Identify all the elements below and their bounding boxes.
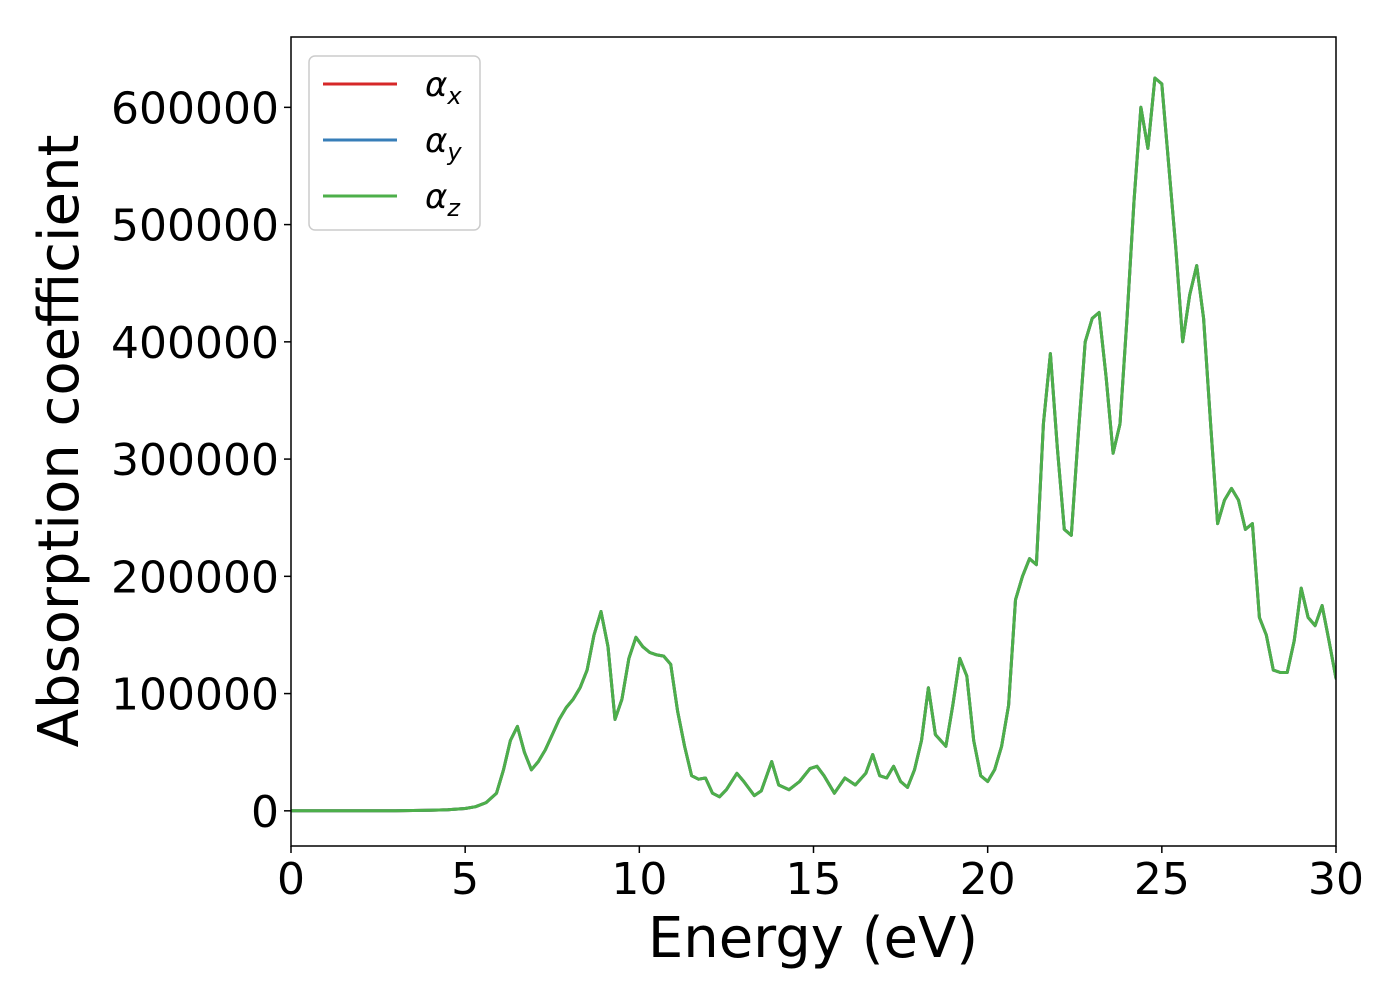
- y-tick-label: 300000: [111, 435, 279, 486]
- x-axis-ticks: 0 5 10 15 20 25 30: [277, 846, 1364, 905]
- y-axis-label: Absorption coefficient: [27, 135, 92, 748]
- y-tick-label: 500000: [111, 201, 279, 252]
- x-tick-label: 25: [1134, 854, 1190, 905]
- y-axis-ticks: 0 100000 200000 300000 400000 500000 600000: [111, 83, 291, 838]
- legend-box: [308, 55, 481, 231]
- y-tick-label: 0: [251, 787, 279, 838]
- x-axis-label: Energy (eV): [648, 906, 978, 971]
- x-tick-label: 30: [1308, 854, 1364, 905]
- y-tick-label: 400000: [111, 318, 279, 369]
- x-tick-label: 20: [960, 854, 1016, 905]
- x-tick-label: 0: [277, 854, 305, 905]
- x-tick-label: 5: [451, 854, 479, 905]
- series-layer: [291, 76, 1336, 813]
- y-tick-label: 100000: [111, 670, 279, 721]
- y-tick-label: 600000: [111, 83, 279, 134]
- series-line-2: [291, 76, 1336, 813]
- y-tick-label: 200000: [111, 552, 279, 603]
- x-tick-label: 15: [786, 854, 842, 905]
- x-tick-label: 10: [611, 854, 667, 905]
